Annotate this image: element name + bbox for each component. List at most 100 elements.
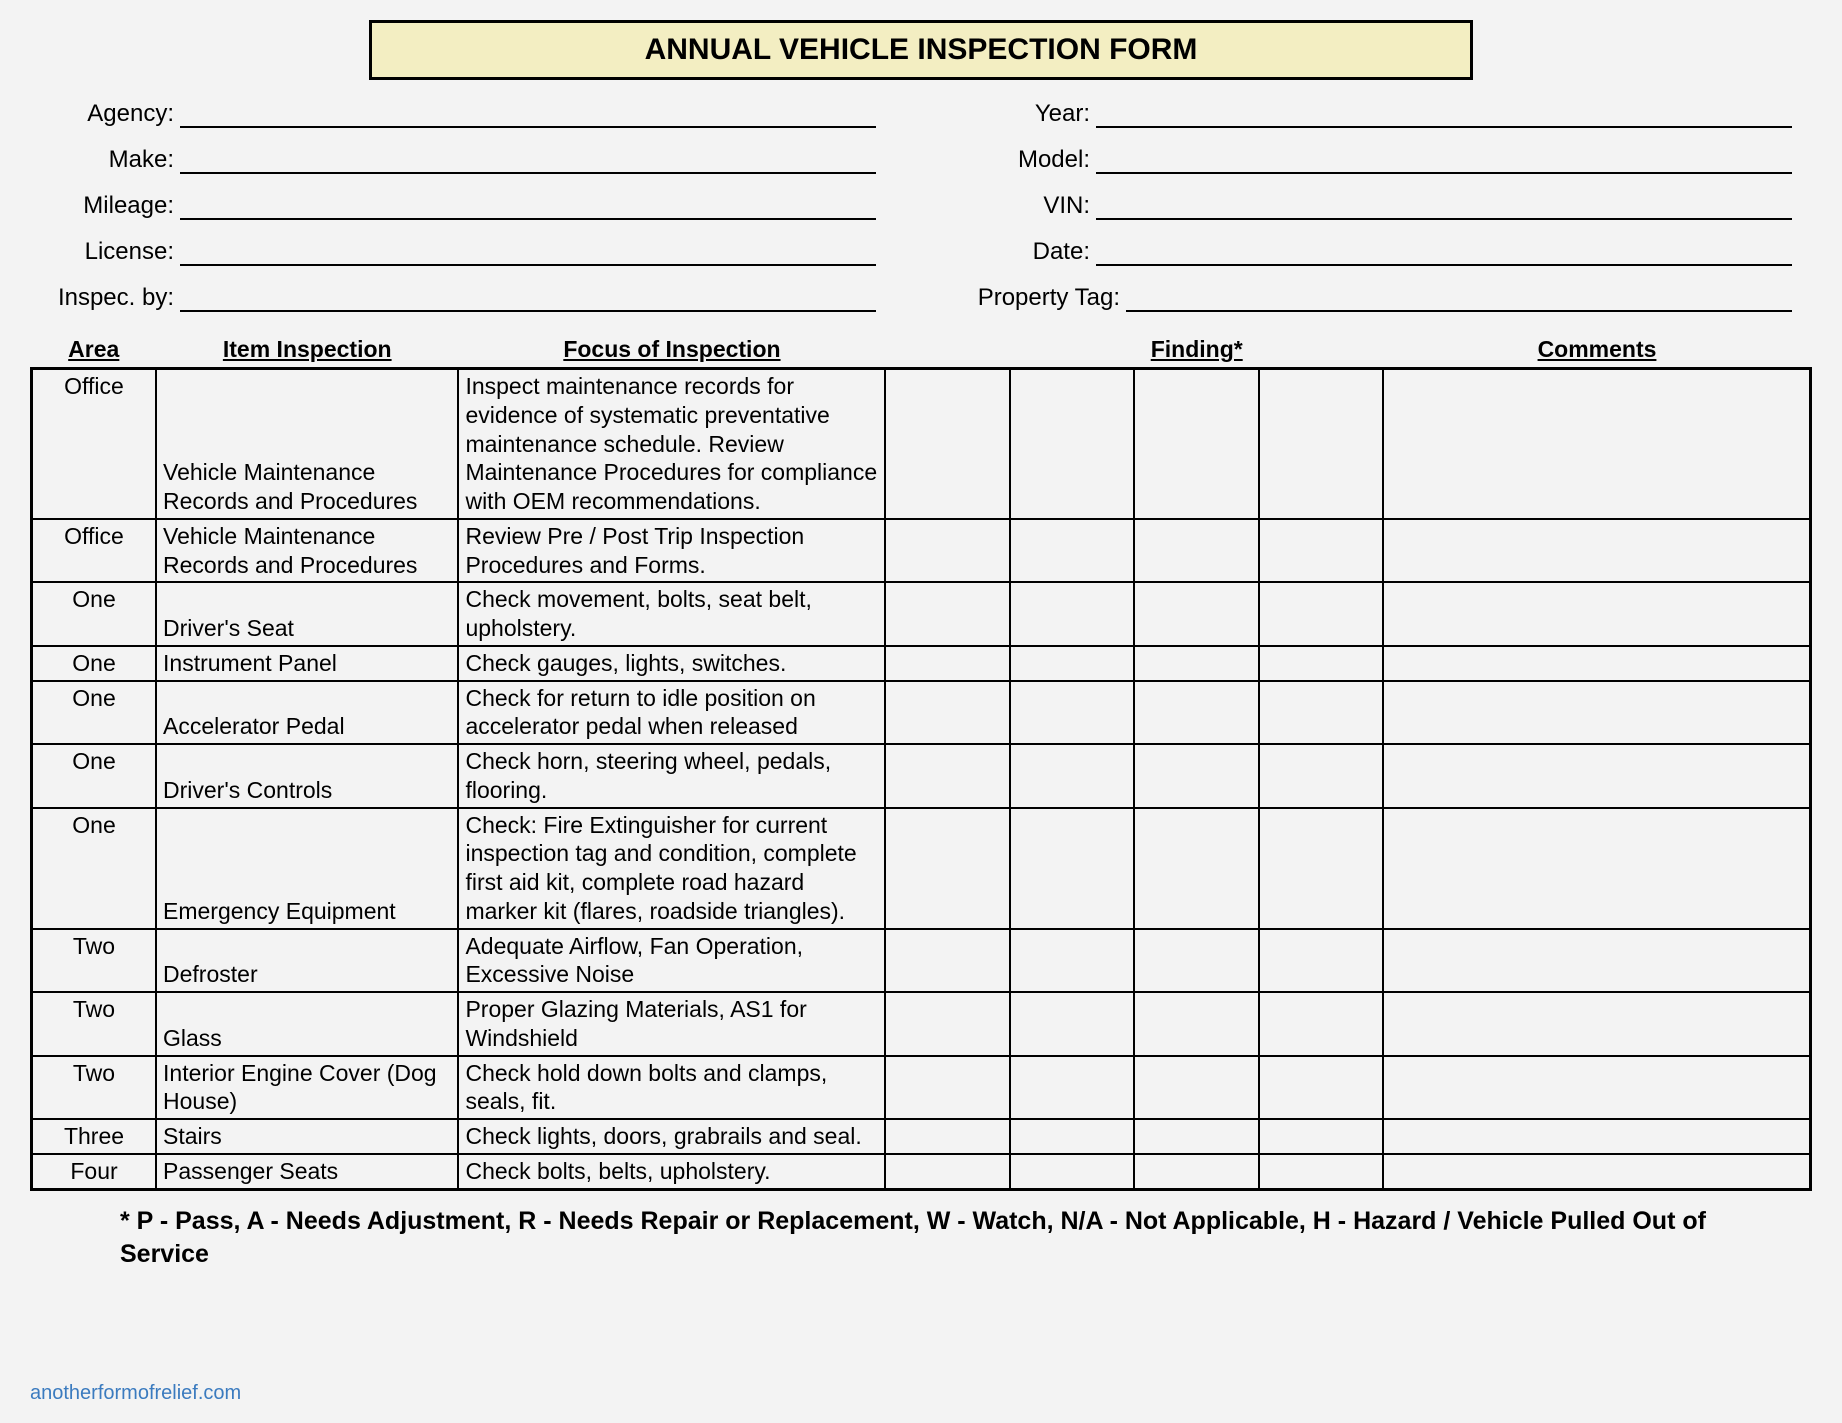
cell-comments[interactable] [1383,646,1810,681]
field-date: Date: [966,238,1792,266]
cell-area: One [32,681,157,745]
cell-finding[interactable] [1134,1154,1259,1189]
table-header-row: Area Item Inspection Focus of Inspection… [32,332,1811,369]
cell-comments[interactable] [1383,808,1810,929]
table-row: OneEmergency EquipmentCheck: Fire Exting… [32,808,1811,929]
cell-finding[interactable] [1134,1119,1259,1154]
cell-blank[interactable] [1259,681,1384,745]
cell-blank[interactable] [1010,646,1135,681]
cell-comments[interactable] [1383,369,1810,519]
cell-blank[interactable] [885,646,1010,681]
cell-blank[interactable] [1010,1119,1135,1154]
watermark-text: anotherformofrelief.com [30,1382,241,1405]
label-inspec-by: Inspec. by: [50,284,180,312]
cell-comments[interactable] [1383,992,1810,1056]
cell-blank[interactable] [885,992,1010,1056]
cell-finding[interactable] [1134,646,1259,681]
cell-comments[interactable] [1383,1154,1810,1189]
cell-blank[interactable] [885,582,1010,646]
col-header-finding: Finding* [1134,332,1259,369]
cell-item: Vehicle Maintenance Records and Procedur… [156,369,458,519]
field-license: License: [50,238,876,266]
cell-blank[interactable] [885,1154,1010,1189]
cell-blank[interactable] [1259,929,1384,993]
col-header-area: Area [32,332,157,369]
cell-finding[interactable] [1134,519,1259,583]
cell-finding[interactable] [1134,744,1259,808]
cell-blank[interactable] [885,519,1010,583]
cell-blank[interactable] [1259,646,1384,681]
cell-area: One [32,744,157,808]
cell-area: Two [32,992,157,1056]
cell-area: One [32,808,157,929]
table-row: FourPassenger SeatsCheck bolts, belts, u… [32,1154,1811,1189]
input-property-tag[interactable] [1126,284,1792,312]
cell-blank[interactable] [1010,369,1135,519]
cell-item: Driver's Controls [156,744,458,808]
cell-blank[interactable] [1259,1056,1384,1120]
header-fields: Agency: Year: Make: Model: Mileage: VIN:… [30,100,1812,332]
table-row: TwoGlassProper Glazing Materials, AS1 fo… [32,992,1811,1056]
input-license[interactable] [180,238,876,266]
cell-blank[interactable] [1010,744,1135,808]
cell-item: Vehicle Maintenance Records and Procedur… [156,519,458,583]
field-year: Year: [966,100,1792,128]
cell-comments[interactable] [1383,519,1810,583]
form-page: ANNUAL VEHICLE INSPECTION FORM Agency: Y… [0,0,1842,1423]
col-header-comments: Comments [1383,332,1810,369]
cell-blank[interactable] [885,744,1010,808]
cell-blank[interactable] [1259,808,1384,929]
cell-area: One [32,582,157,646]
cell-comments[interactable] [1383,681,1810,745]
cell-comments[interactable] [1383,582,1810,646]
cell-area: Office [32,519,157,583]
input-year[interactable] [1096,100,1792,128]
cell-blank[interactable] [1010,1154,1135,1189]
cell-blank[interactable] [1259,519,1384,583]
cell-finding[interactable] [1134,992,1259,1056]
cell-finding[interactable] [1134,929,1259,993]
cell-comments[interactable] [1383,929,1810,993]
cell-blank[interactable] [1259,992,1384,1056]
cell-finding[interactable] [1134,369,1259,519]
cell-blank[interactable] [1010,929,1135,993]
cell-finding[interactable] [1134,1056,1259,1120]
cell-blank[interactable] [1010,681,1135,745]
input-agency[interactable] [180,100,876,128]
cell-item: Defroster [156,929,458,993]
cell-blank[interactable] [885,1119,1010,1154]
input-inspec-by[interactable] [180,284,876,312]
input-model[interactable] [1096,146,1792,174]
cell-focus: Review Pre / Post Trip Inspection Proced… [458,519,885,583]
field-make: Make: [50,146,876,174]
cell-finding[interactable] [1134,582,1259,646]
cell-blank[interactable] [885,681,1010,745]
cell-comments[interactable] [1383,1056,1810,1120]
cell-blank[interactable] [1259,369,1384,519]
cell-blank[interactable] [1010,519,1135,583]
cell-blank[interactable] [885,808,1010,929]
cell-blank[interactable] [885,1056,1010,1120]
input-vin[interactable] [1096,192,1792,220]
input-date[interactable] [1096,238,1792,266]
label-make: Make: [50,146,180,174]
cell-blank[interactable] [1010,1056,1135,1120]
cell-blank[interactable] [1259,1119,1384,1154]
cell-finding[interactable] [1134,808,1259,929]
cell-area: One [32,646,157,681]
cell-blank[interactable] [1259,744,1384,808]
input-make[interactable] [180,146,876,174]
cell-blank[interactable] [1010,582,1135,646]
cell-blank[interactable] [885,369,1010,519]
cell-blank[interactable] [885,929,1010,993]
cell-comments[interactable] [1383,744,1810,808]
cell-blank[interactable] [1259,582,1384,646]
cell-focus: Check lights, doors, grabrails and seal. [458,1119,885,1154]
cell-comments[interactable] [1383,1119,1810,1154]
cell-finding[interactable] [1134,681,1259,745]
cell-blank[interactable] [1010,808,1135,929]
inspection-table: Area Item Inspection Focus of Inspection… [30,332,1812,1191]
cell-blank[interactable] [1259,1154,1384,1189]
cell-blank[interactable] [1010,992,1135,1056]
input-mileage[interactable] [180,192,876,220]
